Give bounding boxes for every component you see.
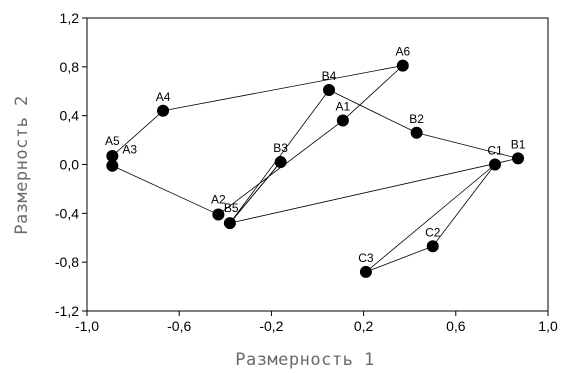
connection-line bbox=[328, 89, 417, 134]
point-label: C3 bbox=[358, 251, 374, 265]
point-label: A5 bbox=[105, 134, 120, 148]
connection-line bbox=[112, 165, 219, 215]
point-label: A1 bbox=[336, 100, 351, 114]
data-point bbox=[323, 84, 336, 97]
connection-line bbox=[365, 164, 496, 273]
connection-lines-layer bbox=[111, 65, 519, 273]
data-point bbox=[336, 114, 349, 127]
data-point bbox=[223, 217, 236, 230]
point-label: A3 bbox=[122, 143, 137, 157]
data-point bbox=[359, 265, 372, 278]
connection-line bbox=[432, 164, 496, 247]
point-label: B2 bbox=[409, 112, 424, 126]
connection-line bbox=[229, 158, 519, 224]
point-label: A2 bbox=[211, 193, 226, 207]
x-tick-label: 0,2 bbox=[354, 318, 374, 334]
point-label: C1 bbox=[487, 144, 503, 158]
data-point bbox=[396, 59, 409, 72]
point-label: B4 bbox=[322, 69, 337, 83]
data-point bbox=[212, 208, 225, 221]
y-tick-label: 0,0 bbox=[60, 157, 80, 173]
x-axis-label: Размерность 1 bbox=[235, 350, 375, 370]
point-labels-layer: A1 A2 A3 A4 A5 A6 B1 B2 B3 B4 B5 C1 C2 C3 bbox=[105, 45, 526, 265]
point-label: C2 bbox=[425, 225, 441, 239]
point-label: A6 bbox=[395, 45, 410, 59]
ticks-layer: -1,0 -0,6 -0,2 0,2 0,6 1,0 1,2 0,8 0,4 0,0 -0,4 -0,… bbox=[55, 10, 558, 334]
connection-line bbox=[365, 245, 433, 273]
y-axis-label: Размерность 2 bbox=[12, 95, 32, 235]
point-label: B3 bbox=[273, 141, 288, 155]
data-point bbox=[488, 158, 501, 171]
data-point bbox=[157, 104, 170, 117]
plot-frame bbox=[86, 17, 549, 312]
y-tick-label: 0,8 bbox=[60, 59, 80, 75]
x-tick-label: -1,0 bbox=[75, 318, 99, 334]
y-tick-label: -0,8 bbox=[55, 254, 79, 270]
data-point bbox=[274, 156, 287, 169]
connection-line bbox=[416, 132, 519, 159]
points-layer bbox=[106, 59, 525, 278]
connection-line bbox=[112, 110, 164, 157]
data-point bbox=[426, 240, 439, 253]
data-point bbox=[106, 159, 119, 172]
data-point bbox=[410, 126, 423, 139]
point-label: B5 bbox=[224, 201, 239, 215]
data-point bbox=[512, 152, 525, 165]
connection-line bbox=[162, 65, 403, 112]
data-point bbox=[106, 149, 119, 162]
point-label: B1 bbox=[511, 137, 526, 151]
y-tick-label: -0,4 bbox=[55, 205, 79, 221]
y-tick-label: -1,2 bbox=[55, 303, 79, 319]
x-tick-label: -0,6 bbox=[167, 318, 191, 334]
y-tick-label: 1,2 bbox=[60, 10, 80, 26]
point-label: A4 bbox=[156, 90, 171, 104]
y-tick-label: 0,4 bbox=[60, 108, 80, 124]
x-tick-label: -0,2 bbox=[259, 318, 283, 334]
x-tick-label: 0,6 bbox=[446, 318, 466, 334]
x-tick-label: 1,0 bbox=[538, 318, 558, 334]
connection-line bbox=[229, 161, 281, 224]
connection-line bbox=[342, 65, 404, 121]
